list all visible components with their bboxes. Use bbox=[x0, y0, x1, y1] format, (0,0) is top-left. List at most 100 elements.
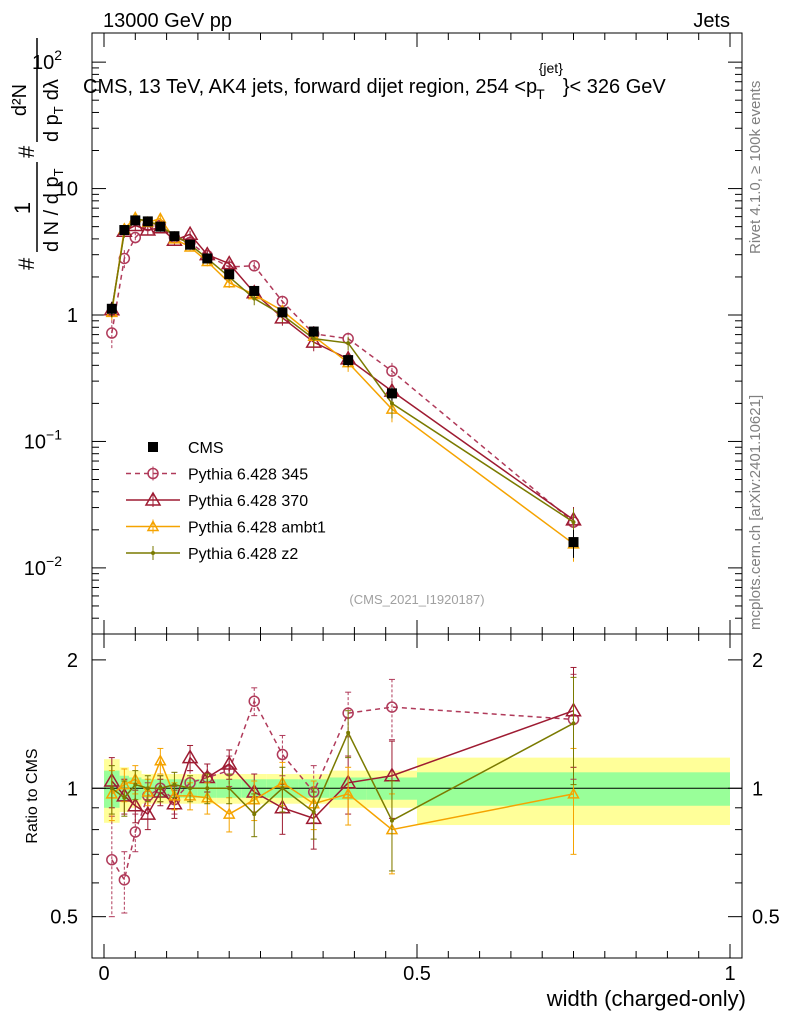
series-2-ratio-point-12 bbox=[341, 787, 355, 799]
series-1-main-line bbox=[111, 224, 574, 521]
main-panel-frame bbox=[91, 32, 743, 635]
series-0-ratio-point-1 bbox=[118, 874, 131, 886]
legend-marker-2 bbox=[144, 491, 162, 506]
series-0-main-point-0 bbox=[106, 327, 118, 339]
mcplots-label: mcplots.cern.ch [arXiv:2401.10621] bbox=[747, 395, 764, 630]
cms-data-layer bbox=[106, 215, 579, 558]
series-3-ratio-point-2 bbox=[133, 782, 138, 787]
y-tick-label-0: 10−2 bbox=[24, 553, 62, 580]
cms-point-13 bbox=[386, 388, 397, 399]
series-0-main-point-2 bbox=[129, 231, 142, 244]
series-3-ratio-point-4 bbox=[158, 786, 163, 791]
cms-point-4 bbox=[155, 221, 166, 232]
series-1-ratio-point-8 bbox=[220, 755, 238, 770]
series-1-main-point-8 bbox=[220, 255, 238, 270]
series-0-ratio-point-9 bbox=[248, 695, 260, 707]
series-2-ratio-point-5 bbox=[168, 789, 181, 801]
cms-point-12 bbox=[343, 355, 354, 366]
series-1-main-point-6 bbox=[181, 225, 199, 241]
series-1 bbox=[103, 217, 582, 850]
x-tick-label-0: 0 bbox=[98, 963, 109, 985]
series-0-ratio-point-0 bbox=[106, 853, 118, 866]
plot-title-suffix: }< 326 GeV bbox=[563, 76, 667, 98]
series-2-ratio-point-4 bbox=[154, 754, 167, 766]
ratio-y-axis-label: Ratio to CMS bbox=[24, 748, 41, 843]
ratio-tick-label-right-2: 2 bbox=[752, 650, 763, 672]
series-3-ratio-point-3 bbox=[145, 786, 150, 791]
series-3-main-point-14 bbox=[571, 520, 576, 525]
series-2-main-line bbox=[111, 216, 574, 545]
cms-point-11 bbox=[308, 326, 319, 337]
cms-point-2 bbox=[130, 215, 141, 226]
series-1-ratio-point-2 bbox=[126, 797, 144, 812]
ylabel-frac1-den: d N / d pT bbox=[41, 168, 66, 252]
y-tick-label-2: 1 bbox=[67, 305, 78, 327]
series-3-ratio-point-9 bbox=[252, 812, 257, 817]
series-3-ratio-point-5 bbox=[172, 782, 177, 787]
main-y-axis-label: # 1 d N / d pT # d²N d pTdλ bbox=[9, 38, 66, 270]
series-3-main-point-13 bbox=[389, 401, 394, 406]
series-3-main-point-12 bbox=[346, 341, 351, 346]
axis-ticks bbox=[92, 33, 742, 958]
series-3-ratio-point-0 bbox=[109, 786, 114, 791]
ratio-tick-label-right-1: 1 bbox=[752, 778, 763, 800]
legend-marker-0 bbox=[148, 442, 158, 452]
ratio-tick-label-left-0: 0.5 bbox=[50, 907, 78, 929]
series-3-main-line bbox=[111, 218, 574, 523]
legend-marker-4 bbox=[151, 551, 155, 555]
plot-title-prefix: CMS, 13 TeV, AK4 jets, forward dijet reg… bbox=[83, 76, 537, 98]
series-3-ratio-point-1 bbox=[122, 795, 127, 800]
series-3-ratio-point-11 bbox=[311, 809, 316, 814]
x-tick-label-1: 0.5 bbox=[403, 963, 431, 985]
legend-label-0: CMS bbox=[188, 440, 224, 457]
series-3-ratio-point-7 bbox=[205, 786, 210, 791]
cms-point-0 bbox=[106, 303, 117, 314]
series-3-ratio-point-12 bbox=[346, 730, 351, 735]
plot-title-sub: T bbox=[536, 86, 545, 102]
series-0-ratio-point-13 bbox=[386, 701, 398, 713]
series-0-main-point-13 bbox=[386, 365, 398, 377]
series-3-ratio-point-8 bbox=[227, 786, 232, 791]
ylabel-hash-1: # bbox=[14, 257, 39, 270]
y-tick-label-4: 102 bbox=[32, 47, 62, 74]
y-tick-label-1: 10−1 bbox=[24, 426, 62, 453]
legend-label-2: Pythia 6.428 370 bbox=[188, 493, 308, 510]
analysis-id: (CMS_2021_I1920187) bbox=[349, 592, 484, 607]
legend: CMS Pythia 6.428 345 Pythia 6.428 370 Pythi… bbox=[126, 440, 326, 563]
series-1-main-point-3 bbox=[139, 221, 157, 236]
rivet-label: Rivet 4.1.0, ≥ 100k events bbox=[747, 81, 764, 254]
cms-point-7 bbox=[202, 253, 213, 264]
cms-point-10 bbox=[277, 307, 288, 318]
series-1-main-point-11 bbox=[305, 333, 323, 348]
cms-point-9 bbox=[249, 285, 260, 296]
cms-point-1 bbox=[119, 225, 130, 236]
legend-label-3: Pythia 6.428 ambt1 bbox=[188, 520, 326, 537]
series-3-ratio-point-13 bbox=[389, 818, 394, 823]
cms-point-3 bbox=[142, 216, 153, 227]
plot-title-sup: {jet} bbox=[539, 60, 563, 76]
series-2-ratio-point-14 bbox=[567, 787, 580, 799]
ylabel-frac1-num: 1 bbox=[10, 202, 35, 214]
cms-point-8 bbox=[224, 269, 235, 280]
tick-labels: 0 0.5 1 10−2 10−1 1 10 102 0.5 0.5 1 1 2 2 bbox=[24, 47, 780, 985]
ylabel-hash-2: # bbox=[14, 145, 39, 158]
ylabel-frac2-num: d²N bbox=[9, 84, 31, 116]
series-3-ratio-point-14 bbox=[571, 721, 576, 726]
y-tick-label-3: 10 bbox=[56, 179, 78, 201]
series-2-ratio-point-8 bbox=[222, 807, 236, 819]
header-left: 13000 GeV pp bbox=[103, 10, 232, 32]
legend-marker-3 bbox=[146, 519, 160, 532]
series-1-ratio-point-3 bbox=[139, 805, 157, 820]
series-0-ratio-point-2 bbox=[129, 826, 142, 838]
series-3-main-point-11 bbox=[311, 336, 316, 341]
cms-point-5 bbox=[169, 231, 180, 242]
series-2-main-point-8 bbox=[222, 276, 236, 288]
cms-point-6 bbox=[185, 239, 196, 250]
legend-label-1: Pythia 6.428 345 bbox=[188, 467, 308, 484]
cms-point-14 bbox=[568, 537, 579, 548]
series-3-ratio-point-6 bbox=[188, 786, 193, 791]
legend-label-4: Pythia 6.428 z2 bbox=[188, 546, 298, 563]
header-right: Jets bbox=[693, 10, 730, 32]
series-1-ratio-point-6 bbox=[181, 749, 199, 764]
x-axis-label: width (charged-only) bbox=[546, 986, 746, 1011]
